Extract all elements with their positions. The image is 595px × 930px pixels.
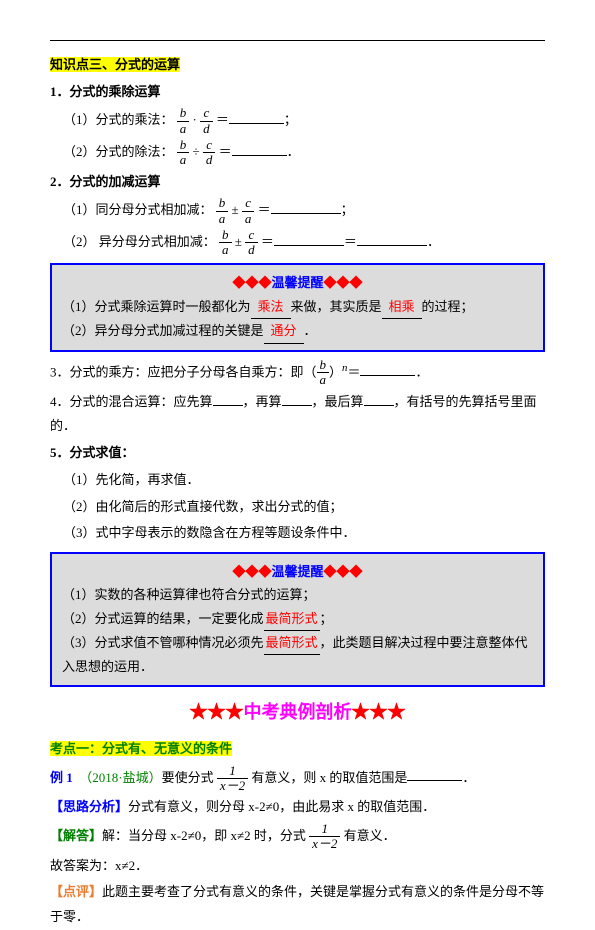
ex-tag: 例 1	[50, 769, 73, 784]
t: 要使分式	[162, 769, 214, 784]
tail: ；	[284, 112, 297, 127]
star-icon: ★★★	[352, 702, 406, 722]
t: 的过程；	[422, 299, 474, 314]
t: 有意义．	[344, 828, 396, 843]
blank	[282, 393, 312, 406]
warn2-title: ◆◆◆温馨提醒◆◆◆	[62, 560, 533, 583]
tail: ；	[341, 202, 354, 217]
frac-ca: ca	[242, 196, 255, 226]
h1: 1．分式的乘除运算	[50, 80, 545, 105]
warn1-title: ◆◆◆◆◆◆温馨提醒◆◆◆温馨提醒◆◆◆	[62, 271, 533, 294]
dianping: 【点评】此题主要考查了分式有意义的条件，关键是掌握分式有意义的条件是分母不等于零…	[50, 880, 545, 929]
t: ．	[462, 769, 475, 784]
diamond-icon: ◆◆◆	[232, 275, 271, 290]
blank	[232, 143, 287, 156]
h2-2: （2） 异分母分式相加减： ba ± cd ＝＝．	[50, 228, 545, 258]
p3: 3．分式的乘方：应把分子分母各自乘方：即（ba）n＝．	[50, 358, 545, 388]
frac-ba: ba	[219, 228, 232, 258]
section3-title: 知识点三、分式的运算	[50, 53, 545, 78]
t: 此题主要考查了分式有意义的条件，关键是掌握分式有意义的条件是分母不等于零．	[50, 884, 544, 924]
fill: 通分	[264, 319, 304, 343]
h2: 2．分式的加减运算	[50, 170, 545, 195]
t: 来做，其实质是	[291, 299, 382, 314]
blank	[357, 233, 427, 246]
frac-1x2: 1x－2	[217, 764, 248, 794]
kaodian-label: 考点一：分式有、无意义的条件	[50, 741, 232, 756]
tail: ．	[287, 144, 300, 159]
h1-1: （1）分式的乘法： ba · cd ＝；	[50, 106, 545, 136]
t: ＝	[347, 364, 360, 379]
t: （1）分式乘除运算时一般都化为	[62, 299, 251, 314]
h1-2-label: （2）分式的除法：	[63, 144, 174, 159]
h1-2: （2）分式的除法： ba ÷ cd ＝．	[50, 138, 545, 168]
t: ，最后算	[312, 394, 364, 409]
h1-1-label: （1）分式的乘法：	[63, 112, 174, 127]
fill: 相乘	[382, 295, 422, 319]
frac-1x2: 1x－2	[309, 822, 340, 852]
frac-ba: ba	[216, 196, 229, 226]
blank	[360, 363, 415, 376]
t: 3．分式的乘方：应把分子分母各自乘方：即（	[50, 364, 317, 379]
h2-2-label: （2） 异分母分式相加减：	[63, 234, 216, 249]
warn-box-1: ◆◆◆◆◆◆温馨提醒◆◆◆温馨提醒◆◆◆ （1）分式乘除运算时一般都化为乘法来做…	[50, 263, 545, 351]
t: （2）分式运算的结果，一定要化成	[62, 611, 264, 626]
frac-ba: ba	[317, 358, 330, 388]
warn2-l3: （3）分式求值不管哪种情况必须先最简形式，此类题目解决过程中要注意整体代入思想的…	[62, 631, 533, 679]
frac-cd: cd	[203, 138, 216, 168]
t: ．	[415, 364, 428, 379]
example-1: 例 1 （2018·盐城）要使分式 1x－2 有意义，则 x 的取值范围是 ．	[50, 764, 545, 794]
warn2-l2: （2）分式运算的结果，一定要化成最简形式；	[62, 607, 533, 631]
tail: ．	[427, 234, 440, 249]
diamond-icon: ◆◆◆	[324, 564, 363, 579]
answer: 故答案为：x≠2．	[50, 854, 545, 879]
blank	[407, 768, 462, 781]
section3-title-text: 知识点三、分式的运算	[50, 57, 180, 72]
t: ．	[304, 323, 317, 338]
diamond-icon: ◆◆◆	[232, 564, 271, 579]
t: 有意义，则 x 的取值范围是	[251, 769, 407, 784]
jieda: 【解答】解：当分母 x-2≠0，即 x≠2 时，分式 1x－2 有意义．	[50, 822, 545, 852]
t: （3）分式求值不管哪种情况必须先	[62, 635, 264, 650]
fill: 最简形式	[264, 607, 320, 631]
h2-1-label: （1）同分母分式相加减：	[63, 202, 213, 217]
h2-1: （1）同分母分式相加减： ba ± ca ＝；	[50, 196, 545, 226]
top-rule	[50, 40, 545, 41]
p5-title: 5．分式求值：	[50, 441, 545, 466]
t: 4．分式的混合运算：应先算	[50, 394, 213, 409]
p5-2: （2）由化简后的形式直接代数，求出分式的值；	[50, 495, 545, 520]
p5-3: （3）式中字母表示的数隐含在方程等题设条件中．	[50, 521, 545, 546]
frac-ba: ba	[177, 138, 190, 168]
blank	[364, 393, 394, 406]
dp-label: 【点评】	[50, 884, 102, 899]
fill: 最简形式	[264, 631, 320, 655]
blank	[229, 111, 284, 124]
p4: 4．分式的混合运算：应先算，再算，最后算，有括号的先算括号里面的．	[50, 390, 545, 439]
t: 解：当分母 x-2≠0，即 x≠2 时，分式	[102, 828, 306, 843]
blank	[213, 393, 243, 406]
blank	[271, 201, 341, 214]
diamond-icon: ◆◆◆	[324, 275, 363, 290]
big-title-text: 中考典例剖析	[244, 702, 352, 722]
frac-cd: cd	[245, 228, 258, 258]
warn1-line1: （1）分式乘除运算时一般都化为乘法来做，其实质是相乘的过程；	[62, 295, 533, 319]
big-title: ★★★中考典例剖析★★★	[50, 695, 545, 729]
t: ；	[320, 611, 333, 626]
blank	[274, 233, 344, 246]
t: 分式有意义，则分母 x-2≠0，由此易求 x 的取值范围．	[128, 799, 435, 814]
t: （2）异分母分式加减过程的关键是	[62, 323, 264, 338]
silufenxi: 【思路分析】分式有意义，则分母 x-2≠0，由此易求 x 的取值范围．	[50, 795, 545, 820]
ex-src: （2018·盐城）	[79, 769, 161, 784]
fill: 乘法	[251, 295, 291, 319]
p5-1: （1）先化简，再求值．	[50, 468, 545, 493]
sl-label: 【思路分析】	[50, 799, 128, 814]
t: ，再算	[243, 394, 282, 409]
warn1-line2: （2）异分母分式加减过程的关键是通分．	[62, 319, 533, 343]
star-icon: ★★★	[190, 702, 244, 722]
kaodian-1: 考点一：分式有、无意义的条件	[50, 737, 545, 762]
jd-label: 【解答】	[50, 828, 102, 843]
frac-ba: ba	[177, 106, 190, 136]
warn-box-2: ◆◆◆温馨提醒◆◆◆ （1）实数的各种运算律也符合分式的运算； （2）分式运算的…	[50, 552, 545, 687]
frac-cd: cd	[200, 106, 213, 136]
warn2-l1: （1）实数的各种运算律也符合分式的运算；	[62, 583, 533, 606]
